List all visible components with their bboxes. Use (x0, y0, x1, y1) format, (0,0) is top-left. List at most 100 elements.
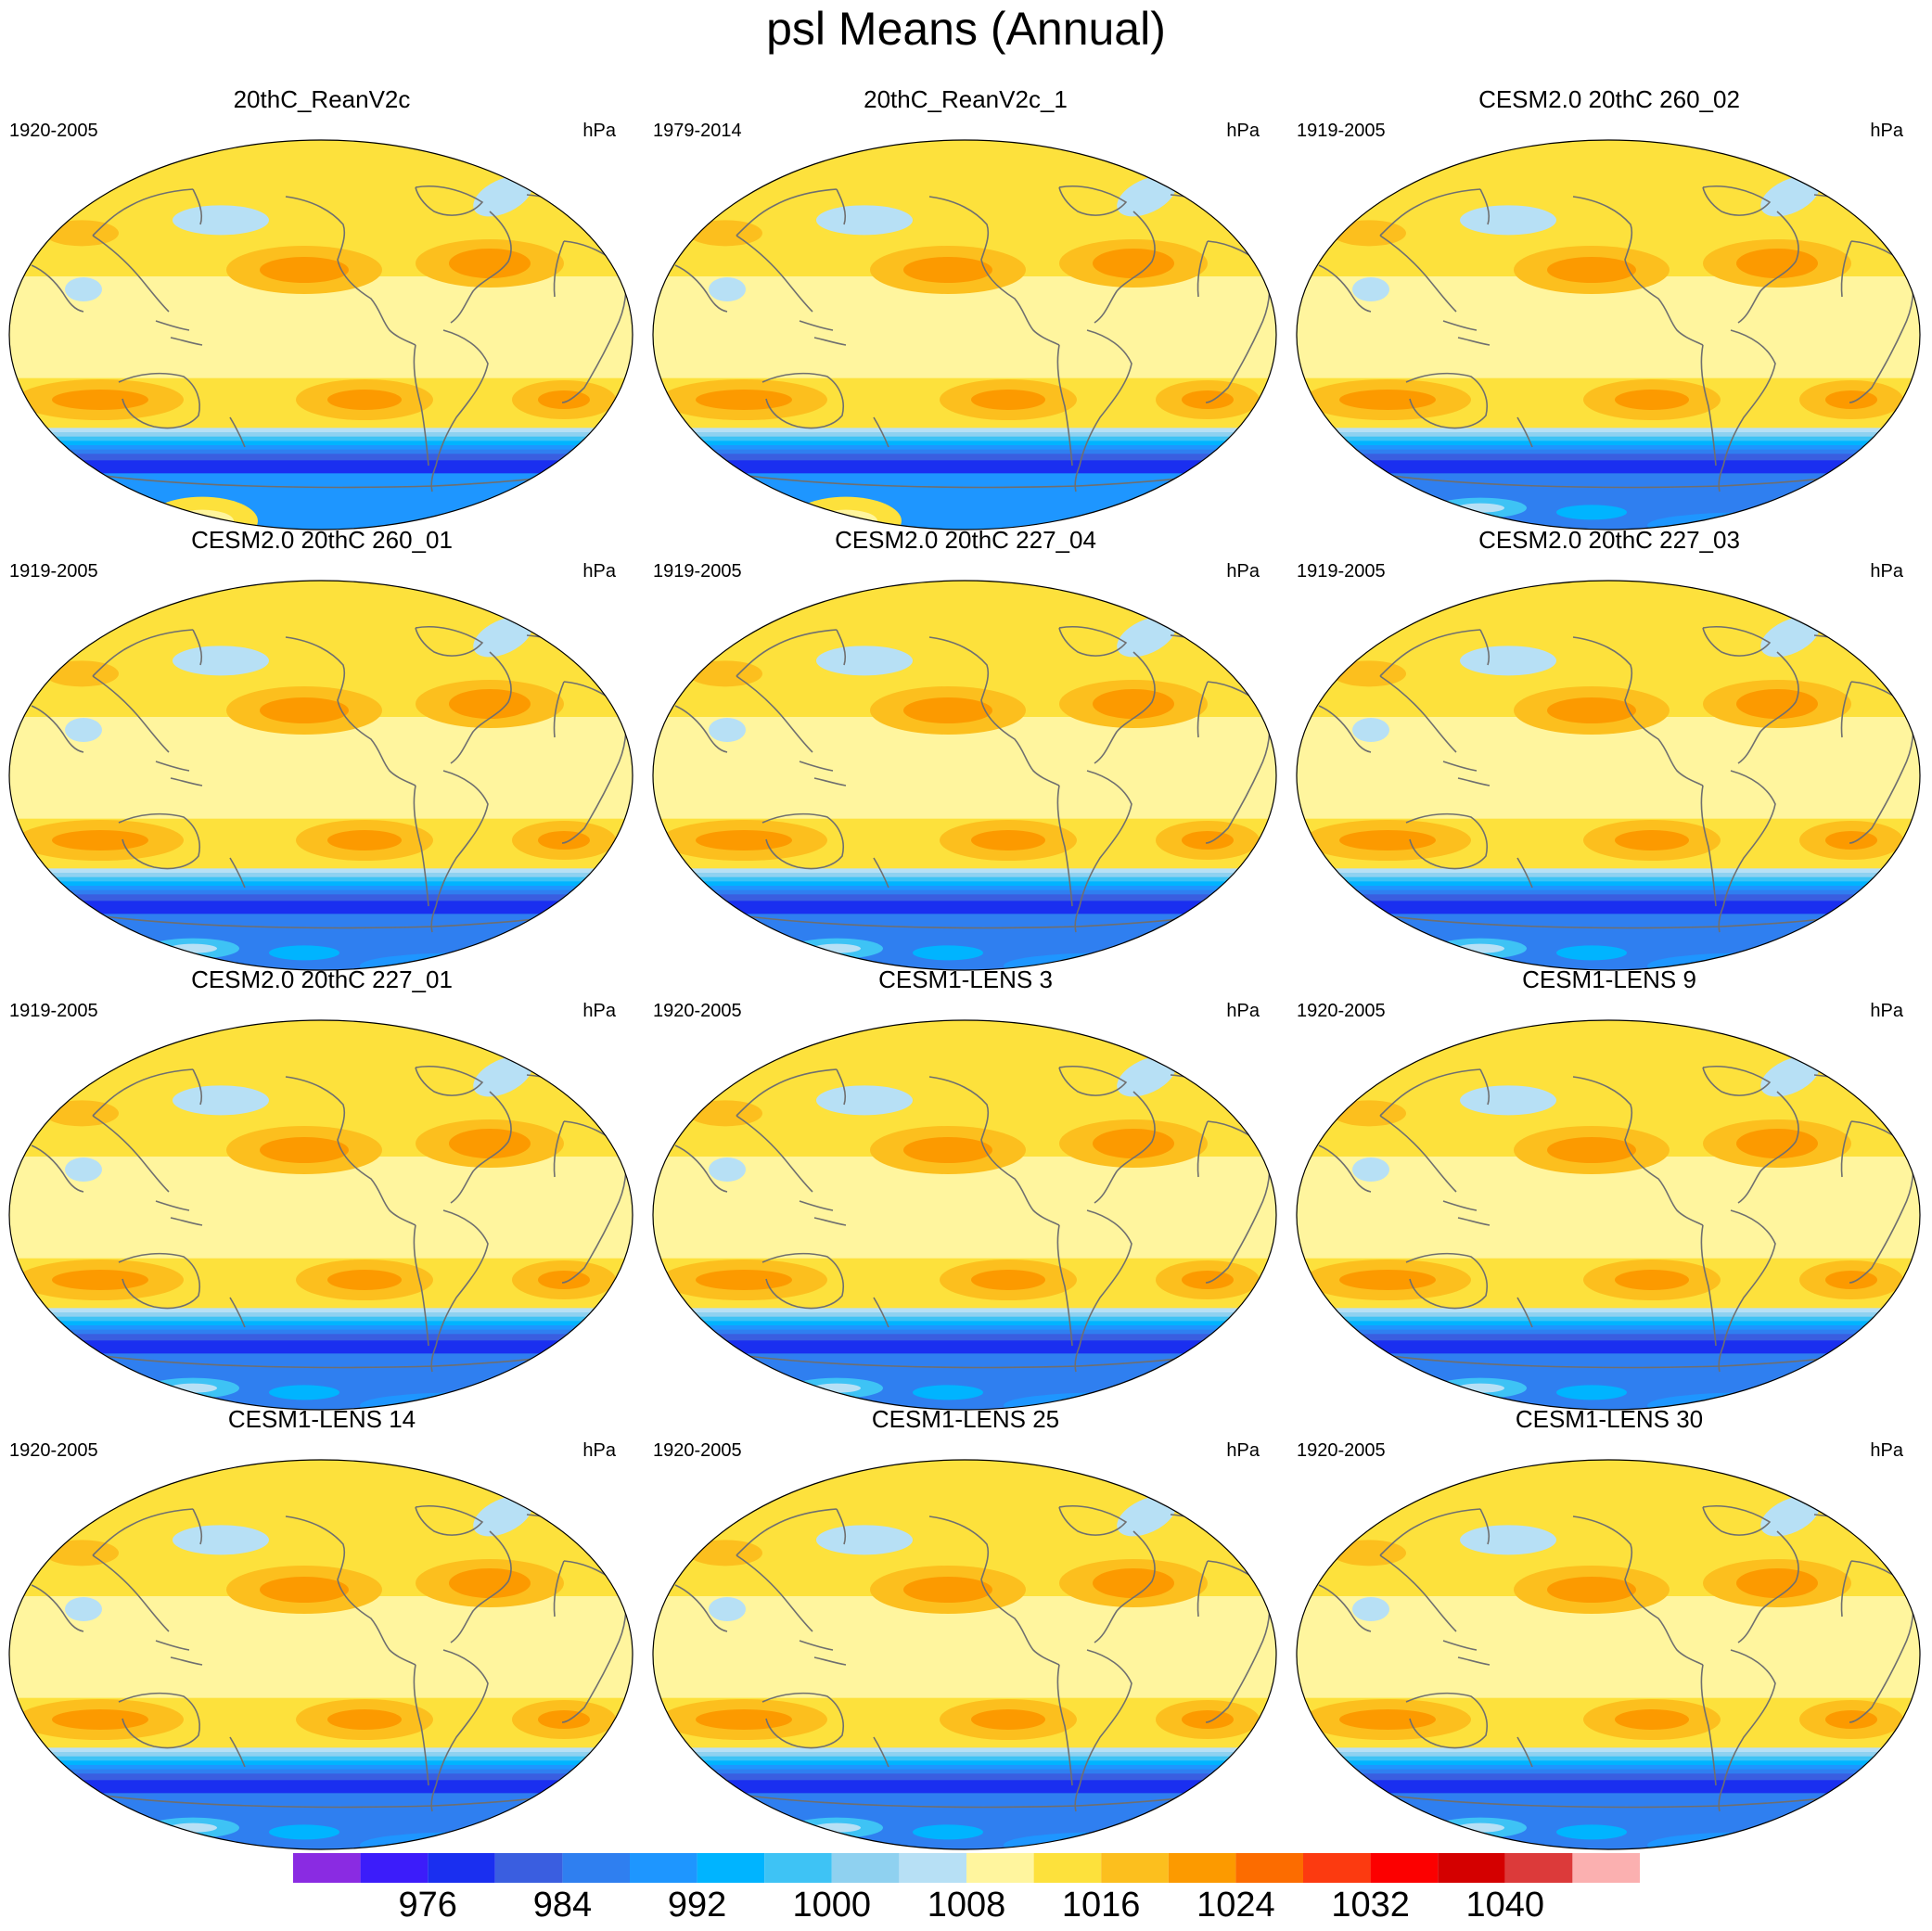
coast-new-zealand (229, 1736, 246, 1768)
panel-title: CESM1-LENS 30 (1515, 1405, 1704, 1433)
coast-kamchatka (192, 1508, 203, 1545)
coast-south-america (1718, 770, 1776, 933)
coast-kamchatka (836, 629, 847, 666)
psl-contour-field (1297, 1460, 1920, 1849)
coast-south-america-west (1700, 344, 1717, 467)
coast-south-asia (674, 264, 728, 313)
coast-africa-west (553, 681, 565, 738)
coast-australia (761, 372, 844, 429)
coast-east-asia (736, 235, 813, 313)
coast-greenland (1702, 1065, 1772, 1096)
panel-title: CESM2.0 20thC 260_01 (191, 526, 453, 554)
psl-contour-field (9, 581, 633, 970)
coast-north-america (285, 636, 416, 786)
coast-asia (1379, 1068, 1481, 1117)
coast-north-america (928, 196, 1060, 346)
panel-title: 20thC_ReanV2c_1 (864, 85, 1068, 113)
colorbar-box (1370, 1853, 1439, 1883)
coast-south-america-west (1700, 785, 1717, 907)
coast-south-asia (674, 1584, 728, 1632)
panel-units: hPa (582, 1440, 616, 1461)
map-panel: CESM2.0 20thC 227_04 1919-2005 hPa (644, 526, 1287, 971)
map-border (8, 1459, 633, 1850)
map-panel: CESM1-LENS 3 1920-2005 hPa (644, 966, 1287, 1411)
coast-south-america-west (1056, 1664, 1073, 1786)
coast-south-america-west (1056, 785, 1073, 907)
coast-africa-west (1840, 1120, 1852, 1178)
coast-south-asia (1318, 1145, 1372, 1193)
coast-south-america-west (1700, 1224, 1717, 1347)
panel-title: CESM1-LENS 25 (871, 1405, 1060, 1433)
panel-period: 1920-2005 (9, 1440, 98, 1461)
figure-title: psl Means (Annual) (766, 3, 1166, 55)
psl-contour-field (9, 140, 633, 530)
map-border (1296, 139, 1921, 531)
coast-south-asia (674, 705, 728, 753)
coast-australia (118, 812, 200, 870)
panel-period: 1979-2014 (653, 121, 742, 141)
colorbar-box (966, 1853, 1034, 1883)
coast-new-zealand (229, 416, 246, 448)
coast-south-america (1074, 329, 1132, 492)
robinson-map (1296, 1459, 1921, 1850)
coast-kamchatka (192, 1068, 203, 1106)
coast-africa-west (1196, 1120, 1209, 1178)
coast-maritime (155, 761, 203, 786)
coast-new-zealand (229, 1297, 246, 1328)
coast-greenland (415, 185, 484, 216)
coast-kamchatka (192, 629, 203, 666)
panel-period: 1919-2005 (653, 561, 742, 582)
coast-maritime (155, 320, 203, 346)
coast-australia (761, 812, 844, 870)
coast-new-zealand (1516, 857, 1533, 889)
psl-contour-field (9, 1020, 633, 1410)
panel-period: 1920-2005 (653, 1001, 742, 1021)
colorbar-box (630, 1853, 697, 1883)
coast-new-zealand (1516, 1736, 1533, 1768)
coast-north-america-east (1737, 1091, 1799, 1204)
panel-period: 1920-2005 (653, 1440, 742, 1461)
coast-maritime (1442, 1640, 1491, 1666)
coast-africa-west (1840, 1560, 1852, 1618)
coast-north-america-east (450, 1530, 512, 1643)
coast-australia (1405, 1692, 1488, 1749)
coast-south-america (430, 770, 489, 933)
colorbar-box (1504, 1853, 1573, 1883)
coast-east-asia (1379, 1115, 1457, 1193)
coast-south-america-west (1700, 1664, 1717, 1786)
colorbar (293, 1853, 1640, 1883)
coast-maritime (155, 1640, 203, 1666)
coast-east-asia (92, 1554, 170, 1632)
coast-east-asia (1379, 1554, 1457, 1632)
coast-north-america (1572, 1076, 1704, 1226)
coast-kamchatka (1479, 629, 1491, 666)
coast-new-zealand (873, 416, 889, 448)
coast-australia (118, 1692, 200, 1749)
coast-kamchatka (836, 1068, 847, 1106)
panel-period: 1920-2005 (1297, 1440, 1386, 1461)
map-border (8, 139, 633, 531)
map-border (1296, 580, 1921, 971)
colorbar-box (1303, 1853, 1371, 1883)
coast-new-zealand (1516, 416, 1533, 448)
map-panel: CESM1-LENS 30 1920-2005 hPa (1287, 1405, 1931, 1850)
coast-australia (1405, 812, 1488, 870)
map-panel: CESM2.0 20thC 227_03 1919-2005 hPa (1287, 526, 1931, 971)
panel-period: 1919-2005 (1297, 561, 1386, 582)
panel-title: CESM1-LENS 3 (878, 966, 1053, 993)
coast-asia (92, 188, 194, 237)
coast-north-america-east (1094, 1530, 1156, 1643)
coast-south-asia (31, 1584, 84, 1632)
panel-period: 1919-2005 (9, 561, 98, 582)
coast-east-asia (92, 1115, 170, 1193)
coast-north-america (928, 1515, 1060, 1666)
colorbar-box (1101, 1853, 1169, 1883)
coast-south-asia (31, 264, 84, 313)
map-border (652, 139, 1277, 531)
coast-africa-west (1840, 240, 1852, 298)
colorbar-box (494, 1853, 563, 1883)
coast-east-asia (1379, 675, 1457, 753)
coast-asia (92, 1508, 194, 1556)
colorbar-box (831, 1853, 900, 1883)
coast-africa-west (1840, 681, 1852, 738)
